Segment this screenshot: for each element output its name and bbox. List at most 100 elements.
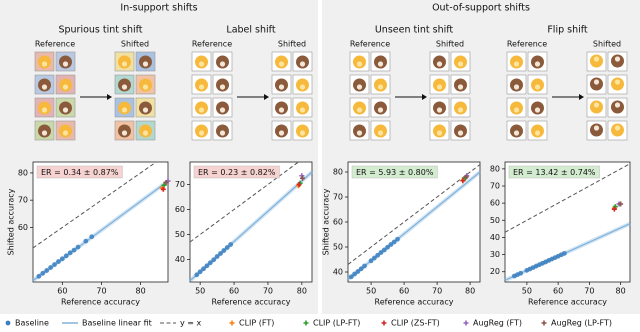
animal-snout [356, 107, 363, 113]
baseline-point [211, 257, 217, 263]
model-point [163, 179, 169, 185]
annotation-box [193, 165, 280, 179]
identity-line [347, 164, 481, 265]
animal-snout [299, 107, 306, 113]
y-tick-label: 80 [333, 168, 343, 177]
animal-snout [513, 84, 520, 90]
animal-snout [121, 84, 128, 90]
y-tick-label: 20 [490, 267, 500, 276]
baseline-point [391, 239, 397, 245]
legend-marker [5, 320, 11, 326]
x-tick-label: 50 [195, 287, 205, 296]
y-tick-label: 60 [175, 205, 185, 214]
column-label: Reference [35, 40, 75, 49]
baseline-point [224, 245, 230, 250]
identity-line [504, 163, 631, 233]
animal-snout [198, 84, 205, 90]
animal-snout [198, 107, 205, 113]
x-tick-label: 60 [399, 287, 409, 296]
baseline-point [214, 254, 220, 259]
baseline-point [395, 236, 400, 242]
y-tick-label: 70 [175, 180, 185, 189]
baseline-point [561, 250, 567, 256]
y-tick-label: 70 [333, 193, 343, 202]
legend-label: AugReg (LP-FT) [551, 319, 612, 328]
animal-snout [377, 107, 384, 113]
animal-snout [513, 61, 520, 67]
animal-snout [62, 84, 69, 90]
x-tick-label: 60 [57, 287, 67, 296]
x-tick-label: 60 [553, 287, 563, 296]
animal-snout [121, 130, 128, 136]
model-point [296, 182, 302, 187]
x-tick-label: 60 [229, 287, 239, 296]
animal-snout [534, 61, 541, 67]
baseline-point [375, 252, 381, 258]
x-tick-label: 70 [96, 287, 106, 296]
animal-snout [41, 84, 48, 90]
annotation: ER = 0.34 ± 0.87% [41, 168, 119, 177]
animal-snout [41, 61, 48, 67]
animal-snout [614, 102, 621, 108]
animal-snout [62, 107, 69, 113]
plot-area [32, 161, 169, 283]
legend-label: Baseline [15, 319, 49, 328]
baseline-point [52, 262, 57, 267]
animal-snout [377, 84, 384, 90]
baseline-point [67, 250, 73, 256]
model-point [460, 178, 466, 184]
y-tick-label: 60 [333, 218, 343, 227]
animal-snout [436, 130, 443, 136]
column-label: Reference [192, 40, 232, 49]
model-point [160, 186, 166, 192]
animal-snout [593, 102, 600, 108]
column-label: Reference [350, 40, 390, 49]
baseline-point [44, 268, 50, 273]
animal-snout [356, 84, 363, 90]
baseline-point [518, 270, 524, 276]
annotation: ER = 13.42 ± 0.74% [513, 168, 596, 177]
y-tick-label: 60 [490, 199, 500, 208]
animal-snout [614, 125, 621, 131]
animal-snout [142, 61, 149, 67]
y-tick-label: 50 [490, 216, 500, 225]
identity-line [32, 161, 157, 249]
y-tick-label: 50 [333, 243, 343, 252]
animal-snout [614, 56, 621, 62]
animal-snout [278, 107, 285, 113]
animal-snout [356, 130, 363, 136]
x-tick-label: 70 [263, 287, 273, 296]
baseline-point [358, 266, 364, 272]
baseline-point [59, 256, 65, 262]
legend-label: AugReg (FT) [473, 319, 522, 328]
y-tick-label: 30 [490, 250, 500, 259]
x-tick-label: 70 [432, 287, 442, 296]
animal-snout [299, 84, 306, 90]
baseline-point [201, 266, 206, 272]
baseline-point [89, 234, 95, 240]
model-point [463, 174, 469, 180]
x-axis-label: Reference accuracy [212, 298, 291, 307]
animal-snout [593, 79, 600, 85]
x-tick-label: 70 [584, 287, 594, 296]
arrow-head [107, 94, 112, 100]
animal-snout [513, 107, 520, 113]
identity-line [189, 161, 299, 243]
baseline-point [348, 274, 354, 280]
animal-snout [457, 107, 464, 113]
arrow-head [422, 94, 427, 100]
annotation-box [351, 165, 438, 179]
baseline-point [48, 265, 54, 270]
y-axis-label: Shifted accuracy [7, 188, 16, 255]
legend-label: Baseline linear fit [82, 319, 152, 328]
animal-snout [278, 84, 285, 90]
group-title: In-support shifts [120, 3, 197, 14]
animal-snout [377, 130, 384, 136]
animal-snout [513, 130, 520, 136]
baseline-point [372, 255, 377, 261]
legend-label: y = x [180, 319, 202, 328]
baseline-point [355, 269, 361, 274]
animal-snout [356, 61, 363, 67]
baseline-point [197, 269, 203, 275]
